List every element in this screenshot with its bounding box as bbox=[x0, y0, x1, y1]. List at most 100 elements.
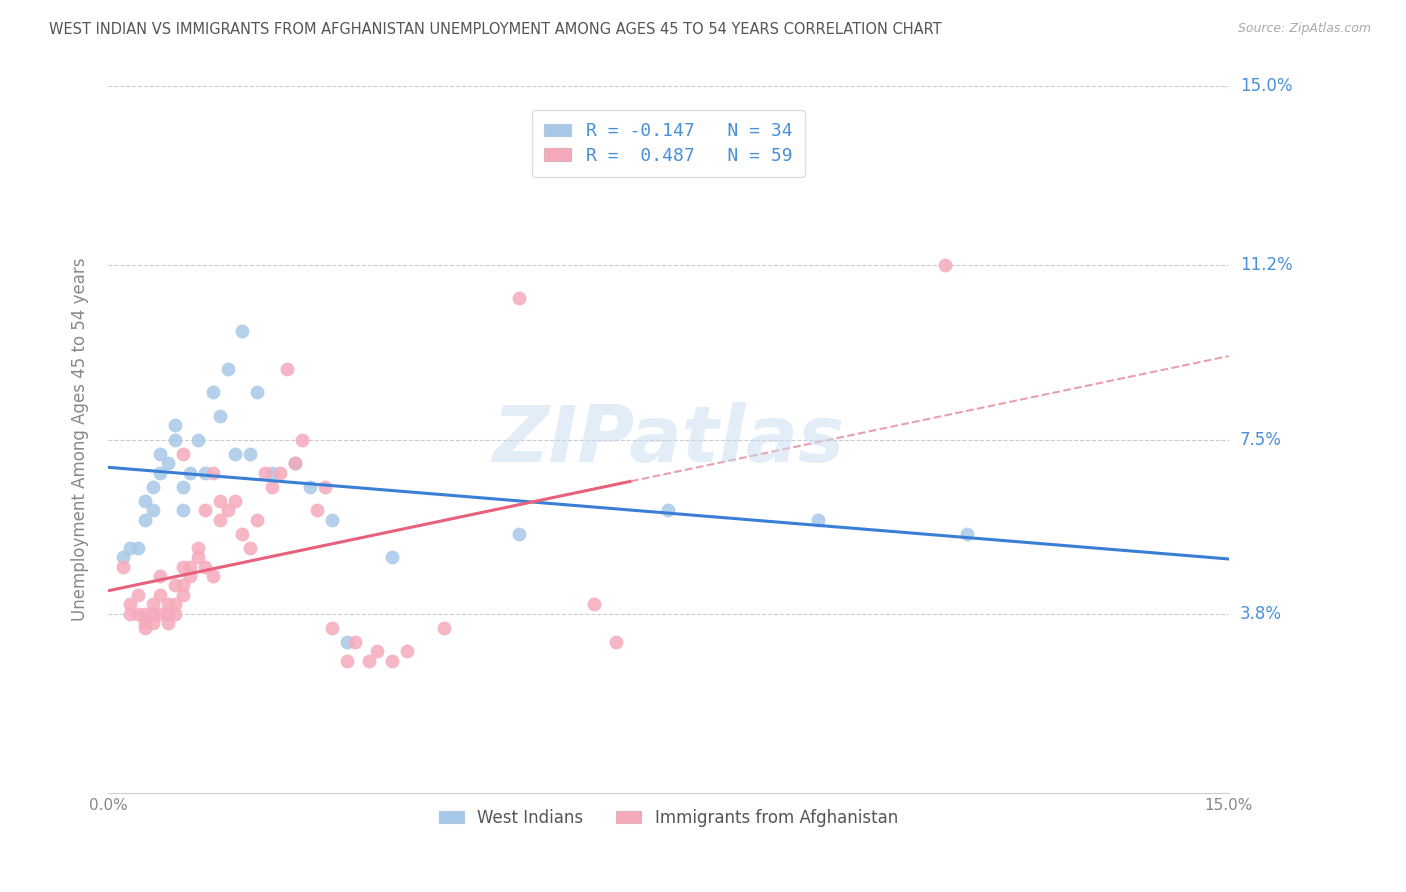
Point bbox=[194, 559, 217, 574]
Point bbox=[201, 466, 224, 480]
Point bbox=[956, 526, 979, 541]
Point bbox=[231, 324, 253, 338]
Point bbox=[381, 654, 404, 668]
Point bbox=[134, 607, 156, 621]
Point bbox=[165, 607, 187, 621]
Legend: West Indians, Immigrants from Afghanistan: West Indians, Immigrants from Afghanista… bbox=[432, 803, 904, 834]
Point bbox=[239, 541, 262, 555]
Point bbox=[111, 550, 134, 565]
Point bbox=[127, 541, 149, 555]
Point bbox=[179, 466, 201, 480]
Point bbox=[142, 503, 165, 517]
Point bbox=[156, 456, 179, 470]
Point bbox=[165, 578, 187, 592]
Point bbox=[298, 480, 321, 494]
Point bbox=[605, 635, 627, 649]
Text: 15.0%: 15.0% bbox=[1240, 78, 1292, 95]
Point bbox=[127, 607, 149, 621]
Point bbox=[142, 480, 165, 494]
Point bbox=[156, 598, 179, 612]
Point bbox=[149, 569, 172, 583]
Point bbox=[246, 512, 269, 526]
Point bbox=[657, 503, 679, 517]
Point bbox=[142, 607, 165, 621]
Point bbox=[314, 480, 336, 494]
Point bbox=[179, 569, 201, 583]
Point bbox=[209, 493, 232, 508]
Point bbox=[433, 621, 456, 635]
Point bbox=[343, 635, 366, 649]
Point bbox=[156, 607, 179, 621]
Point bbox=[201, 385, 224, 400]
Point bbox=[934, 258, 956, 272]
Text: Source: ZipAtlas.com: Source: ZipAtlas.com bbox=[1237, 22, 1371, 36]
Point bbox=[508, 291, 530, 305]
Point bbox=[187, 550, 209, 565]
Point bbox=[111, 559, 134, 574]
Point bbox=[134, 493, 156, 508]
Point bbox=[508, 526, 530, 541]
Text: 7.5%: 7.5% bbox=[1240, 431, 1282, 449]
Point bbox=[127, 588, 149, 602]
Point bbox=[284, 456, 307, 470]
Point bbox=[336, 654, 359, 668]
Point bbox=[134, 512, 156, 526]
Point bbox=[246, 385, 269, 400]
Point bbox=[262, 480, 284, 494]
Point bbox=[149, 447, 172, 461]
Point bbox=[120, 598, 142, 612]
Point bbox=[231, 526, 253, 541]
Point bbox=[134, 616, 156, 631]
Point bbox=[381, 550, 404, 565]
Point bbox=[172, 559, 194, 574]
Point bbox=[276, 362, 298, 376]
Point bbox=[224, 493, 246, 508]
Text: ZIPatlas: ZIPatlas bbox=[492, 401, 845, 477]
Point bbox=[209, 512, 232, 526]
Point bbox=[253, 466, 276, 480]
Y-axis label: Unemployment Among Ages 45 to 54 years: Unemployment Among Ages 45 to 54 years bbox=[72, 258, 89, 622]
Point bbox=[395, 644, 418, 658]
Point bbox=[172, 588, 194, 602]
Text: 11.2%: 11.2% bbox=[1240, 256, 1292, 275]
Point bbox=[262, 466, 284, 480]
Point bbox=[187, 541, 209, 555]
Point bbox=[194, 466, 217, 480]
Point bbox=[582, 598, 605, 612]
Point bbox=[366, 644, 388, 658]
Point bbox=[209, 409, 232, 423]
Point bbox=[156, 616, 179, 631]
Point bbox=[321, 512, 343, 526]
Point bbox=[307, 503, 329, 517]
Point bbox=[269, 466, 291, 480]
Point bbox=[336, 635, 359, 649]
Point bbox=[291, 433, 314, 447]
Point bbox=[194, 503, 217, 517]
Point bbox=[165, 433, 187, 447]
Point bbox=[179, 559, 201, 574]
Point bbox=[165, 598, 187, 612]
Point bbox=[187, 433, 209, 447]
Point bbox=[149, 588, 172, 602]
Point bbox=[284, 456, 307, 470]
Point bbox=[142, 598, 165, 612]
Point bbox=[120, 541, 142, 555]
Point bbox=[239, 447, 262, 461]
Point bbox=[224, 447, 246, 461]
Point bbox=[165, 418, 187, 433]
Point bbox=[120, 607, 142, 621]
Point bbox=[217, 503, 239, 517]
Point bbox=[149, 607, 172, 621]
Point bbox=[172, 503, 194, 517]
Point bbox=[149, 466, 172, 480]
Point bbox=[172, 480, 194, 494]
Point bbox=[321, 621, 343, 635]
Text: 3.8%: 3.8% bbox=[1240, 605, 1282, 623]
Point bbox=[142, 616, 165, 631]
Point bbox=[172, 578, 194, 592]
Point bbox=[217, 362, 239, 376]
Point bbox=[807, 512, 830, 526]
Text: WEST INDIAN VS IMMIGRANTS FROM AFGHANISTAN UNEMPLOYMENT AMONG AGES 45 TO 54 YEAR: WEST INDIAN VS IMMIGRANTS FROM AFGHANIST… bbox=[49, 22, 942, 37]
Point bbox=[172, 447, 194, 461]
Point bbox=[201, 569, 224, 583]
